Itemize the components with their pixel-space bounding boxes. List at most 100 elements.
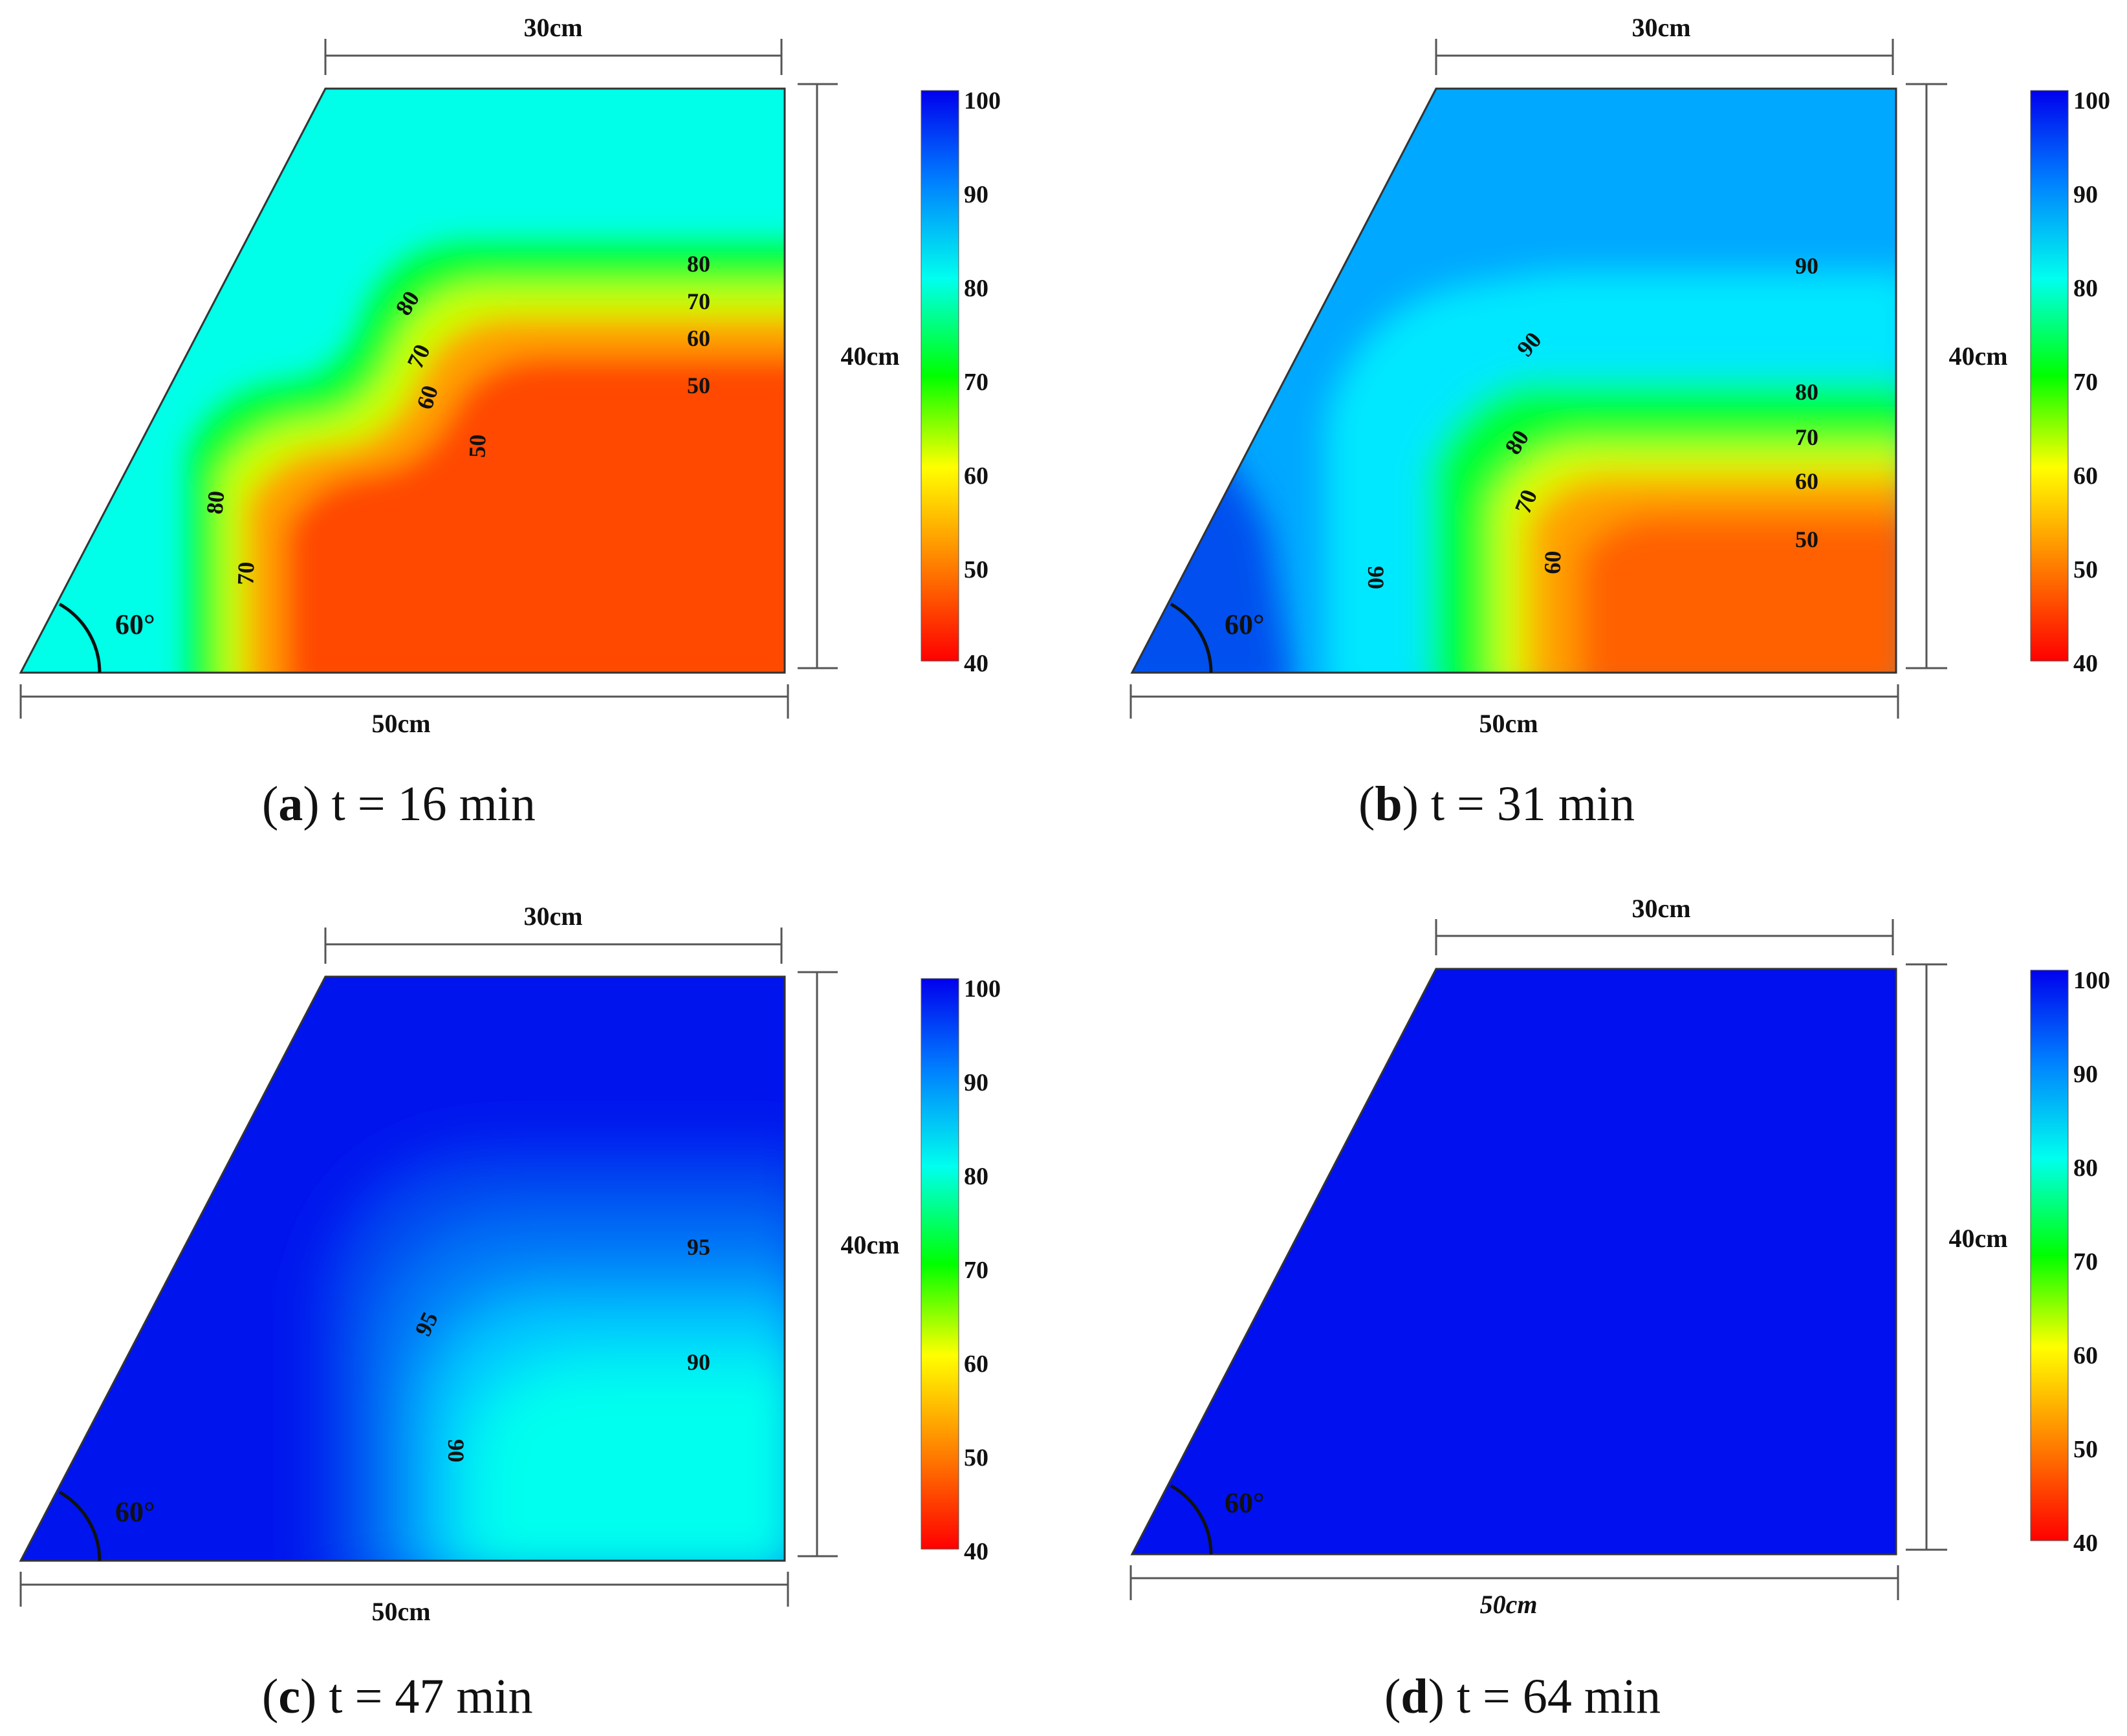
contour-label: 80 (687, 251, 710, 277)
colorbar-tick-label: 70 (964, 1257, 988, 1284)
colorbar-tick-label: 90 (2073, 181, 2098, 208)
colorbar-ticks-a: 100 90 80 70 60 50 40 (964, 87, 1001, 677)
dimension-bottom-a (19, 684, 789, 719)
dimension-top-label-c: 30cm (523, 902, 582, 931)
colorbar-b (2030, 90, 2069, 662)
dimension-top-d (1435, 919, 1894, 955)
contour-label: 70 (1795, 424, 1818, 450)
temperature-field-a (21, 89, 785, 673)
contour-label: 50 (464, 434, 490, 458)
contour-label: 60 (1539, 550, 1565, 574)
dimension-right-a (798, 83, 838, 669)
colorbar-d (2030, 970, 2069, 1541)
dimension-right-label-a: 40cm (840, 342, 899, 371)
angle-arc-d (1170, 1484, 1213, 1555)
colorbar-tick-label: 90 (964, 1069, 988, 1096)
caption-a: (a) t = 16 min (262, 777, 536, 831)
contour-label: 90 (1795, 253, 1818, 279)
colorbar-tick-label: 50 (964, 1444, 988, 1471)
colorbar-tick-label: 40 (964, 650, 988, 677)
dimension-bottom-label-a: 50cm (371, 709, 430, 738)
contour-label: 70 (687, 288, 710, 314)
colorbar-tick-label: 50 (964, 556, 988, 583)
colorbar-tick-label: 40 (964, 1538, 988, 1565)
colorbar-tick-label: 100 (2073, 967, 2110, 994)
dimension-right-label-b: 40cm (1948, 342, 2007, 371)
dimension-right-label-c: 40cm (840, 1230, 899, 1259)
trapezoid-outline-a (19, 87, 786, 674)
colorbar-tick-label: 40 (2073, 650, 2098, 677)
panel-b: 60° 30cm 40cm 50cm 90 80 70 60 50 90 80 … (1129, 13, 2110, 831)
colorbar-tick-label: 80 (964, 275, 988, 302)
angle-label-a: 60° (115, 609, 155, 640)
contour-label: 50 (687, 373, 710, 398)
angle-arc-b (1170, 602, 1213, 673)
panel-a: 60° 30cm 40cm 50cm 80 70 60 50 80 70 60 … (19, 13, 1001, 831)
contour-label: 50 (1795, 526, 1818, 552)
dimension-right-c (798, 971, 838, 1557)
colorbar-tick-label: 80 (2073, 275, 2098, 302)
caption-d: (d) t = 64 min (1384, 1669, 1661, 1724)
dimension-right-b (1906, 83, 1947, 669)
dimension-bottom-label-b: 50cm (1479, 709, 1538, 738)
dimension-top-b (1435, 39, 1894, 75)
contour-label: 90 (1363, 566, 1389, 589)
angle-label-d: 60° (1225, 1487, 1265, 1519)
dimension-bottom-b (1129, 684, 1899, 719)
caption-b: (b) t = 31 min (1358, 777, 1635, 831)
dimension-top-label-b: 30cm (1631, 13, 1690, 42)
dimension-right-label-d: 40cm (1948, 1224, 2007, 1253)
colorbar-ticks-d: 100 90 80 70 60 50 40 (2073, 967, 2110, 1557)
colorbar-c (921, 978, 959, 1550)
angle-label-b: 60° (1225, 609, 1265, 640)
dimension-top-a (324, 39, 783, 75)
trapezoid-outline-b (1130, 87, 1897, 674)
colorbar-tick-label: 60 (2073, 462, 2098, 490)
contour-label: 80 (1795, 379, 1818, 405)
colorbar-ticks-b: 100 90 80 70 60 50 40 (2073, 87, 2110, 677)
trapezoid-outline-d (1130, 968, 1897, 1556)
colorbar-tick-label: 100 (964, 87, 1001, 114)
dimension-top-label-d: 30cm (1631, 894, 1690, 923)
dimension-top-label-a: 30cm (523, 13, 582, 42)
contour-label: 60 (1795, 468, 1818, 494)
colorbar-ticks-c: 100 90 80 70 60 50 40 (964, 975, 1001, 1565)
panel-d: 60° 30cm 40cm 50cm 100 90 80 70 60 50 40… (1129, 894, 2110, 1724)
colorbar-a (921, 90, 959, 662)
angle-label-c: 60° (115, 1496, 155, 1528)
dimension-bottom-d (1129, 1565, 1899, 1600)
colorbar-tick-label: 50 (2073, 1436, 2098, 1463)
temperature-field-d (1132, 969, 1896, 1554)
colorbar-tick-label: 90 (2073, 1061, 2098, 1088)
contour-label: 90 (443, 1439, 469, 1462)
colorbar-tick-label: 70 (2073, 1248, 2098, 1275)
dimension-bottom-c (19, 1572, 789, 1607)
colorbar-tick-label: 100 (2073, 87, 2110, 114)
angle-arc-c (58, 1490, 102, 1561)
temperature-field-b (1132, 89, 1896, 673)
dimension-right-d (1906, 963, 1947, 1551)
trapezoid-outline-c (19, 975, 786, 1562)
colorbar-tick-label: 60 (2073, 1342, 2098, 1369)
angle-arc-a (58, 602, 102, 673)
colorbar-tick-label: 80 (964, 1163, 988, 1190)
contour-label: 95 (687, 1234, 710, 1260)
colorbar-tick-label: 70 (2073, 369, 2098, 396)
contour-label: 70 (232, 561, 259, 585)
panel-c: 60° 30cm 40cm 50cm 95 90 95 90 100 90 80… (19, 902, 1001, 1724)
dimension-bottom-label-c: 50cm (371, 1597, 430, 1626)
contour-label: 60 (687, 325, 710, 351)
colorbar-tick-label: 60 (964, 462, 988, 490)
contour-label: 80 (202, 490, 230, 515)
caption-c: (c) t = 47 min (262, 1669, 533, 1724)
colorbar-tick-label: 90 (964, 181, 988, 208)
colorbar-tick-label: 100 (964, 975, 1001, 1003)
dimension-top-c (324, 928, 783, 964)
colorbar-tick-label: 70 (964, 369, 988, 396)
dimension-bottom-label-d: 50cm (1480, 1590, 1538, 1619)
colorbar-tick-label: 50 (2073, 556, 2098, 583)
colorbar-tick-label: 40 (2073, 1530, 2098, 1557)
colorbar-tick-label: 60 (964, 1351, 988, 1378)
contour-label: 90 (687, 1349, 710, 1375)
